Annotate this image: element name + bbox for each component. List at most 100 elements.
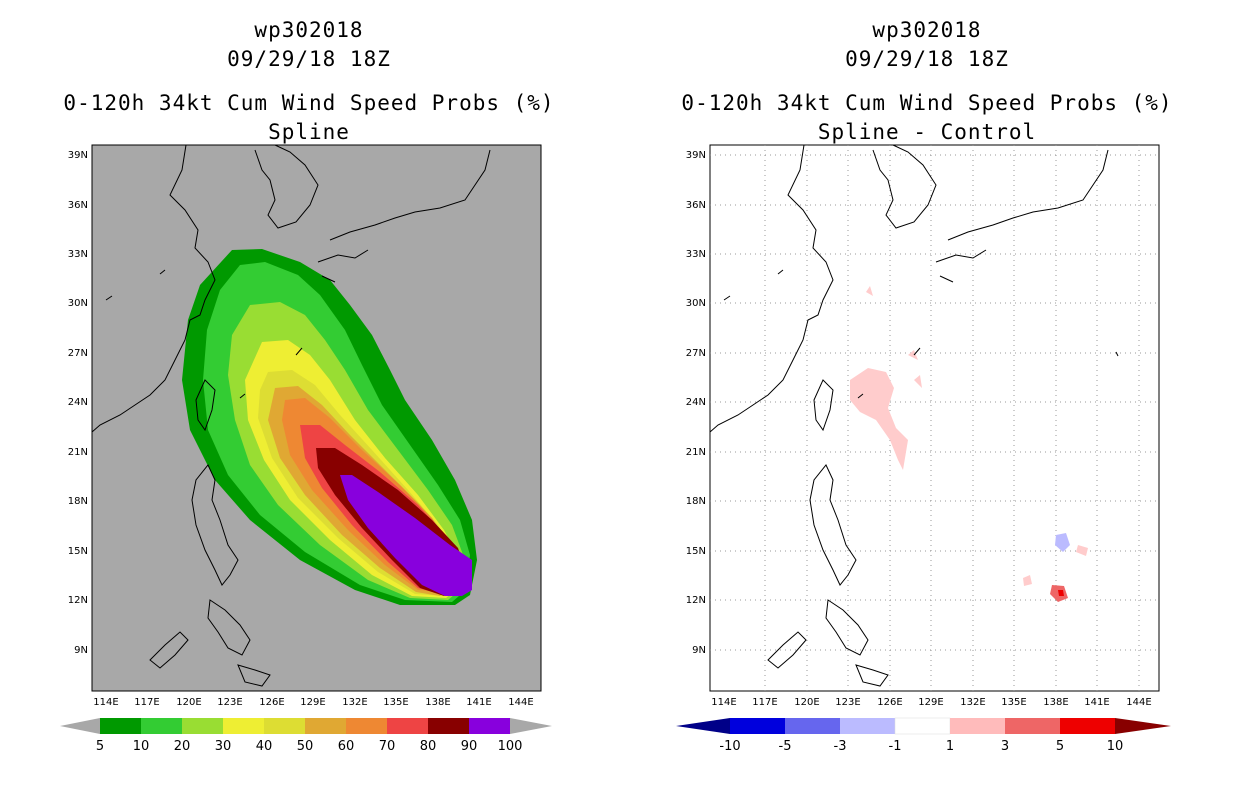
lon-label-120e: 120E [794,697,819,708]
colorbar-label: -5 [779,739,792,754]
lat-label-21n: 21N [686,447,706,458]
colorbar-label: 90 [461,739,478,754]
colorbar-bin-40-50 [264,718,305,734]
lat-label-39n: 39N [686,150,706,161]
diff-positive-small [1023,545,1088,586]
colorbar-bin-90-100 [469,718,510,734]
probability-swath [182,249,477,605]
panel-subtitle: Spline - Control [817,120,1037,144]
lat-label-24n: 24N [686,397,706,408]
colorbar-label: -10 [719,739,740,754]
lon-label-126e: 126E [259,697,284,708]
lat-axis: 39N 36N 33N 30N 27N 24N 21N 18N 15N 12N … [68,150,88,656]
colorbar-label: 5 [1056,739,1064,754]
colorbar-label: 10 [133,739,150,754]
lon-label-138e: 138E [1043,697,1068,708]
lon-label-129e: 129E [300,697,325,708]
lat-label-15n: 15N [68,546,88,557]
lat-label-27n: 27N [68,348,88,359]
lon-label-144e: 144E [508,697,533,708]
colorbar-label: -1 [889,739,902,754]
datetime: 09/29/18 18Z [845,47,1009,71]
lon-label-144e: 144E [1126,697,1151,708]
lon-label-123e: 123E [217,697,242,708]
lat-label-12n: 12N [686,595,706,606]
lat-label-21n: 21N [68,447,88,458]
colorbar-bin-5-10 [100,718,141,734]
lat-label-39n: 39N [68,150,88,161]
lon-label-114e: 114E [711,697,736,708]
colorbar-right: -10 -5 -3 -1 1 3 5 10 [676,717,1171,754]
lon-label-126e: 126E [877,697,902,708]
colorbar-bin-5-10 [1060,718,1115,734]
colorbar-label: 60 [338,739,355,754]
lat-label-36n: 36N [68,200,88,211]
colorbar-bin-m5-m3 [785,718,840,734]
coast-japan [935,149,1109,283]
colorbar-bin-3-5 [1005,718,1060,734]
lat-label-12n: 12N [68,595,88,606]
coast-taiwan [195,379,216,432]
lat-label-30n: 30N [686,298,706,309]
coast-luzon [809,464,857,586]
coast-islands [105,269,303,399]
lat-label-30n: 30N [68,298,88,309]
lon-label-129e: 129E [918,697,943,708]
coastlines [91,144,491,687]
colorbar-label: 40 [256,739,273,754]
lon-label-132e: 132E [960,697,985,708]
lat-label-24n: 24N [68,397,88,408]
coast-korea [872,144,937,229]
storm-id: wp302018 [254,18,364,42]
lon-label-141e: 141E [1084,697,1109,708]
colorbar-bin-30-40 [223,718,264,734]
colorbar-label: 5 [96,739,104,754]
lat-label-18n: 18N [686,496,706,507]
colorbar-label: 100 [498,739,523,754]
colorbar-bin-60-70 [346,718,387,734]
lon-label-135e: 135E [383,697,408,708]
colorbar-low-arrow [676,718,730,734]
datetime: 09/29/18 18Z [227,47,391,71]
lon-label-132e: 132E [342,697,367,708]
coast-luzon [191,464,239,586]
contour-90 [340,475,472,596]
colorbar-bin-10-20 [141,718,182,734]
coast-islands [723,269,1119,399]
lon-label-138e: 138E [425,697,450,708]
lat-label-9n: 9N [74,645,88,656]
colorbar-high-arrow [510,718,552,734]
colorbar-bin-m10-m5 [730,718,785,734]
diff-positive-small [850,368,908,470]
map-right: 39N 36N 33N 30N 27N 24N 21N 18N 15N 12N … [676,144,1171,754]
colorbar-label: 30 [215,739,232,754]
lat-label-9n: 9N [692,645,706,656]
colorbar-label: 70 [379,739,396,754]
lon-axis: 114E 117E 120E 123E 126E 129E 132E 135E … [93,697,533,708]
colorbar-label: 1 [946,739,954,754]
difference-field [850,286,1088,602]
colorbar-label: 80 [420,739,437,754]
panel-subtitle: Spline [268,120,350,144]
colorbar-bin-m1-1 [894,717,951,735]
lat-label-18n: 18N [68,496,88,507]
colorbar-label: 50 [297,739,314,754]
lon-label-141e: 141E [466,697,491,708]
coast-china [709,144,834,433]
lon-axis: 114E 117E 120E 123E 126E 129E 132E 135E … [711,697,1151,708]
colorbar-label: 3 [1001,739,1009,754]
lon-label-135e: 135E [1001,697,1026,708]
lat-label-15n: 15N [686,546,706,557]
coast-visayas [767,599,889,687]
lon-label-120e: 120E [176,697,201,708]
colorbar-low-arrow [60,718,100,734]
coast-visayas [149,599,271,687]
colorbar-left: 5 10 20 30 40 50 60 70 80 90 100 [60,718,552,754]
storm-id: wp302018 [872,18,982,42]
coast-taiwan [813,379,834,432]
lat-label-27n: 27N [686,348,706,359]
panel-spline: wp302018 09/29/18 18Z 0-120h 34kt Cum Wi… [60,18,554,754]
lat-axis: 39N 36N 33N 30N 27N 24N 21N 18N 15N 12N … [686,150,706,656]
colorbar-label: 20 [174,739,191,754]
coastlines [709,144,1119,687]
